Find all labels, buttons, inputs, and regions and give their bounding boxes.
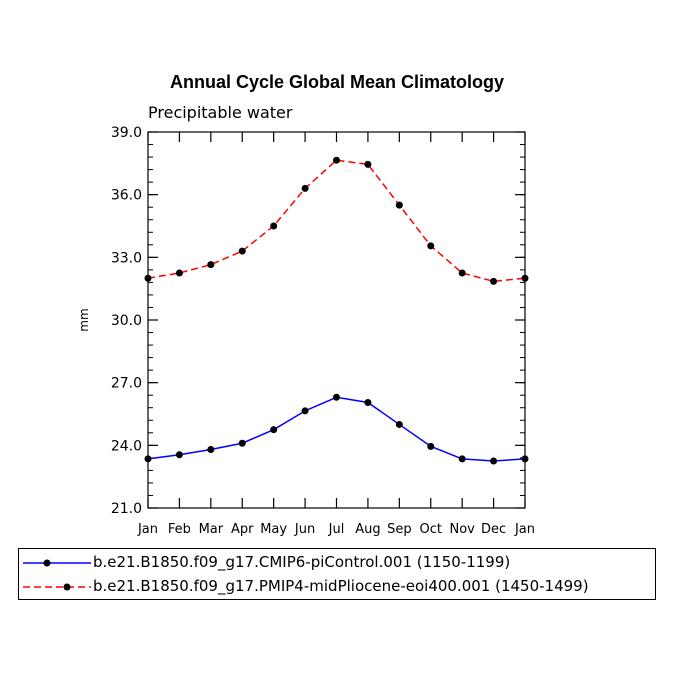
data-point-series-1: [144, 274, 152, 282]
legend-label-picontrol: b.e21.B1850.f09_g17.CMIP6-piControl.001 …: [93, 553, 511, 571]
chart-subtitle: Precipitable water: [148, 103, 293, 122]
y-tick-label: 21.0: [111, 501, 142, 517]
data-point-series-1: [521, 274, 529, 282]
series-line-1: [147, 159, 526, 283]
data-point-series-1: [364, 160, 372, 168]
x-tick-label: Jun: [294, 522, 315, 537]
data-point-series-1: [458, 269, 466, 277]
x-tick-label: Apr: [231, 522, 254, 537]
x-tick-label: Jan: [514, 522, 535, 537]
chart-title: Annual Cycle Global Mean Climatology: [170, 72, 504, 92]
data-point-series-1: [333, 156, 340, 164]
data-point-series-0: [238, 439, 246, 447]
data-point-series-0: [175, 451, 183, 459]
data-point-series-1: [270, 222, 278, 230]
legend-item-picontrol: b.e21.B1850.f09_g17.CMIP6-piControl.001 …: [19, 551, 655, 575]
data-point-series-0: [427, 442, 435, 450]
x-tick-label: Aug: [355, 522, 380, 537]
y-tick-label: 27.0: [111, 376, 142, 392]
x-tick-label: Dec: [481, 522, 506, 537]
legend-swatch-midpliocene: [23, 583, 91, 591]
data-point-series-0: [395, 420, 403, 428]
data-point-series-0: [207, 446, 215, 454]
x-tick-label: Jul: [328, 522, 345, 537]
series-line-0: [147, 396, 526, 462]
legend-item-midpliocene: b.e21.B1850.f09_g17.PMIP4-midPliocene-eo…: [19, 575, 655, 599]
data-point-series-1: [301, 184, 309, 192]
x-tick-label: May: [260, 522, 287, 537]
y-tick-label: 39.0: [111, 125, 142, 141]
x-tick-label: Oct: [420, 522, 442, 537]
legend: b.e21.B1850.f09_g17.CMIP6-piControl.001 …: [18, 548, 656, 600]
data-point-series-0: [301, 407, 309, 415]
y-tick-label: 30.0: [111, 313, 142, 329]
y-tick-label: 33.0: [111, 250, 142, 266]
data-point-series-1: [238, 247, 246, 255]
data-point-series-0: [270, 426, 278, 434]
tick-marks: [147, 131, 526, 509]
data-point-series-1: [395, 201, 403, 209]
x-tick-label: Sep: [387, 522, 412, 537]
y-axis-label: mm: [77, 308, 91, 331]
data-point-series-0: [333, 393, 340, 401]
x-tick-label: Mar: [199, 522, 224, 537]
y-tick-label: 24.0: [111, 438, 142, 454]
data-point-series-1: [490, 277, 498, 285]
x-tick-label: Nov: [449, 522, 475, 537]
legend-swatch-picontrol: [23, 559, 91, 567]
data-point-series-1: [427, 242, 435, 250]
data-point-series-0: [458, 455, 466, 463]
data-point-series-1: [207, 261, 215, 269]
data-point-series-0: [144, 455, 152, 463]
data-point-series-0: [364, 399, 372, 407]
y-tick-label: 36.0: [111, 188, 142, 204]
tick-labels: 21.0 24.0 27.0 30.0 33.0 36.0 39.0 Jan Feb Mar Apr…: [111, 125, 535, 537]
plot-frame: [147, 131, 526, 509]
data-point-series-1: [175, 269, 183, 277]
data-series: [144, 156, 529, 465]
data-point-series-0: [490, 457, 498, 465]
data-point-series-0: [521, 455, 529, 463]
x-tick-label: Feb: [168, 522, 191, 537]
x-tick-label: Jan: [137, 522, 158, 537]
legend-label-midpliocene: b.e21.B1850.f09_g17.PMIP4-midPliocene-eo…: [93, 577, 589, 595]
